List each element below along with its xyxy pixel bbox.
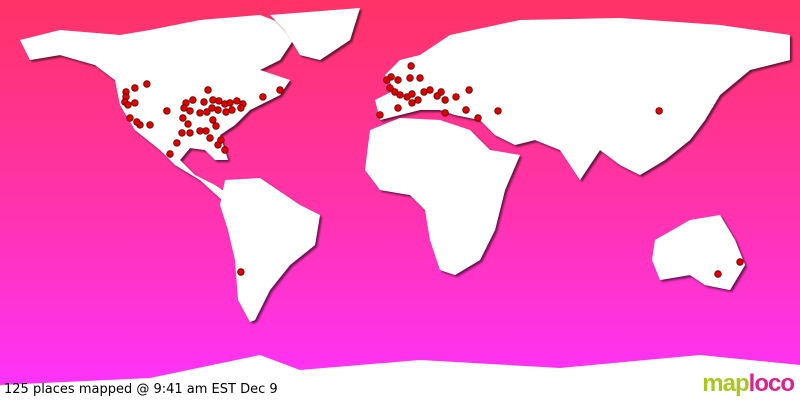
place-marker[interactable] [474,114,482,122]
place-marker[interactable] [186,107,194,115]
place-marker[interactable] [441,96,449,104]
place-marker[interactable] [396,91,404,99]
place-marker[interactable] [383,76,391,84]
place-marker[interactable] [196,109,204,117]
logo-loco: loco [748,370,795,397]
place-marker[interactable] [204,86,212,94]
place-marker[interactable] [714,270,722,278]
africa [365,118,520,275]
place-marker[interactable] [465,86,473,94]
place-marker[interactable] [208,104,216,112]
place-marker[interactable] [186,129,194,137]
place-marker[interactable] [237,104,245,112]
place-marker[interactable] [143,80,151,88]
place-marker[interactable] [237,268,245,276]
place-marker[interactable] [452,93,460,101]
place-marker[interactable] [217,136,225,144]
place-marker[interactable] [226,99,234,107]
place-marker[interactable] [179,114,187,122]
place-marker[interactable] [228,106,236,114]
place-marker[interactable] [414,96,422,104]
place-marker[interactable] [178,129,186,137]
place-marker[interactable] [420,88,428,96]
australia [652,215,745,290]
place-marker[interactable] [233,97,241,105]
place-marker[interactable] [406,74,414,82]
place-marker[interactable] [437,88,445,96]
place-marker[interactable] [206,134,214,142]
antarctica [0,355,800,400]
place-marker[interactable] [276,86,284,94]
place-marker[interactable] [131,84,139,92]
place-marker[interactable] [214,106,222,114]
place-marker[interactable] [209,96,217,104]
place-marker[interactable] [408,99,416,107]
places-mapped-caption: 125 places mapped @ 9:41 am EST Dec 9 [4,382,278,397]
place-marker[interactable] [146,121,154,129]
place-marker[interactable] [462,106,470,114]
place-marker[interactable] [184,120,192,128]
place-marker[interactable] [426,86,434,94]
place-marker[interactable] [416,74,424,82]
place-marker[interactable] [131,99,139,107]
place-marker[interactable] [394,104,402,112]
landmasses [0,8,800,400]
place-marker[interactable] [126,114,134,122]
place-marker[interactable] [209,116,217,124]
place-marker[interactable] [189,96,197,104]
place-marker[interactable] [376,111,384,119]
place-marker[interactable] [259,93,267,101]
place-marker[interactable] [494,107,502,115]
north-america [20,15,300,200]
place-marker[interactable] [222,108,230,116]
place-marker[interactable] [386,84,394,92]
maploco-logo[interactable]: maploco [702,370,795,398]
place-marker[interactable] [212,122,220,130]
place-markers [121,62,744,278]
logo-map: map [702,370,749,397]
place-marker[interactable] [394,76,402,84]
place-marker[interactable] [202,127,210,135]
south-america [220,178,320,322]
place-marker[interactable] [407,62,415,70]
place-marker[interactable] [215,97,223,105]
place-marker[interactable] [736,258,744,266]
place-marker[interactable] [163,107,171,115]
place-marker[interactable] [203,108,211,116]
place-marker[interactable] [221,146,229,154]
place-marker[interactable] [133,118,141,126]
place-marker[interactable] [180,104,188,112]
place-marker[interactable] [200,98,208,106]
place-marker[interactable] [408,90,416,98]
place-marker[interactable] [441,109,449,117]
greenland [270,8,360,60]
place-marker[interactable] [166,150,174,158]
place-marker[interactable] [655,107,663,115]
place-marker[interactable] [173,139,181,147]
place-marker[interactable] [124,101,132,109]
eurasia [375,18,790,180]
